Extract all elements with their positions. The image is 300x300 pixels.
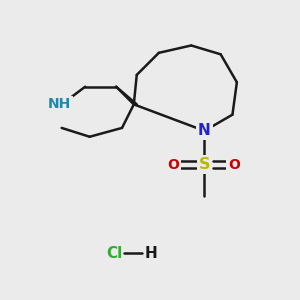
- Text: O: O: [228, 158, 240, 172]
- Text: Cl: Cl: [106, 246, 123, 261]
- Text: S: S: [199, 157, 210, 172]
- Text: NH: NH: [48, 98, 71, 111]
- Text: N: N: [198, 123, 211, 138]
- Text: H: H: [145, 246, 158, 261]
- Text: O: O: [168, 158, 179, 172]
